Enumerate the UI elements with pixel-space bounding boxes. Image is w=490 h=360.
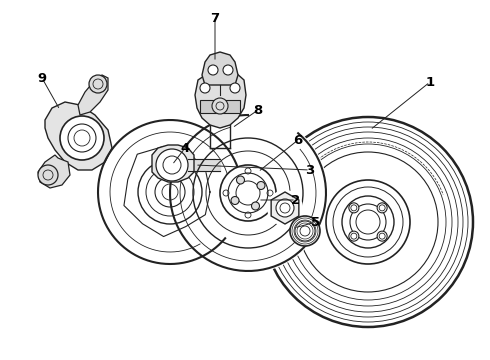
Circle shape [38, 165, 58, 185]
Circle shape [237, 176, 245, 184]
Polygon shape [271, 192, 299, 224]
Circle shape [377, 231, 387, 241]
Circle shape [349, 203, 359, 213]
Polygon shape [78, 75, 108, 115]
Polygon shape [202, 52, 238, 85]
Polygon shape [45, 102, 112, 170]
Polygon shape [98, 120, 242, 264]
Circle shape [230, 83, 240, 93]
Circle shape [212, 98, 228, 114]
Text: 2: 2 [292, 194, 300, 207]
Text: 8: 8 [253, 104, 263, 117]
Circle shape [263, 117, 473, 327]
Circle shape [276, 199, 294, 217]
Text: 6: 6 [294, 134, 303, 147]
Circle shape [168, 113, 328, 273]
Circle shape [349, 231, 359, 241]
Circle shape [290, 216, 320, 246]
Circle shape [200, 83, 210, 93]
Circle shape [208, 65, 218, 75]
Circle shape [156, 149, 188, 181]
Circle shape [60, 116, 104, 160]
Polygon shape [195, 70, 246, 128]
Circle shape [251, 202, 260, 210]
Circle shape [138, 160, 202, 224]
Circle shape [257, 181, 265, 189]
Text: 5: 5 [312, 216, 320, 229]
Polygon shape [200, 100, 240, 113]
Text: 1: 1 [425, 76, 435, 89]
Text: 3: 3 [305, 163, 315, 176]
Circle shape [220, 165, 276, 221]
Polygon shape [152, 145, 194, 182]
Circle shape [267, 190, 303, 226]
Text: 9: 9 [37, 72, 47, 85]
Text: 4: 4 [180, 141, 190, 154]
Circle shape [223, 65, 233, 75]
Circle shape [377, 203, 387, 213]
Circle shape [89, 75, 107, 93]
Polygon shape [38, 155, 70, 188]
Text: 7: 7 [210, 12, 220, 24]
Circle shape [231, 197, 239, 204]
